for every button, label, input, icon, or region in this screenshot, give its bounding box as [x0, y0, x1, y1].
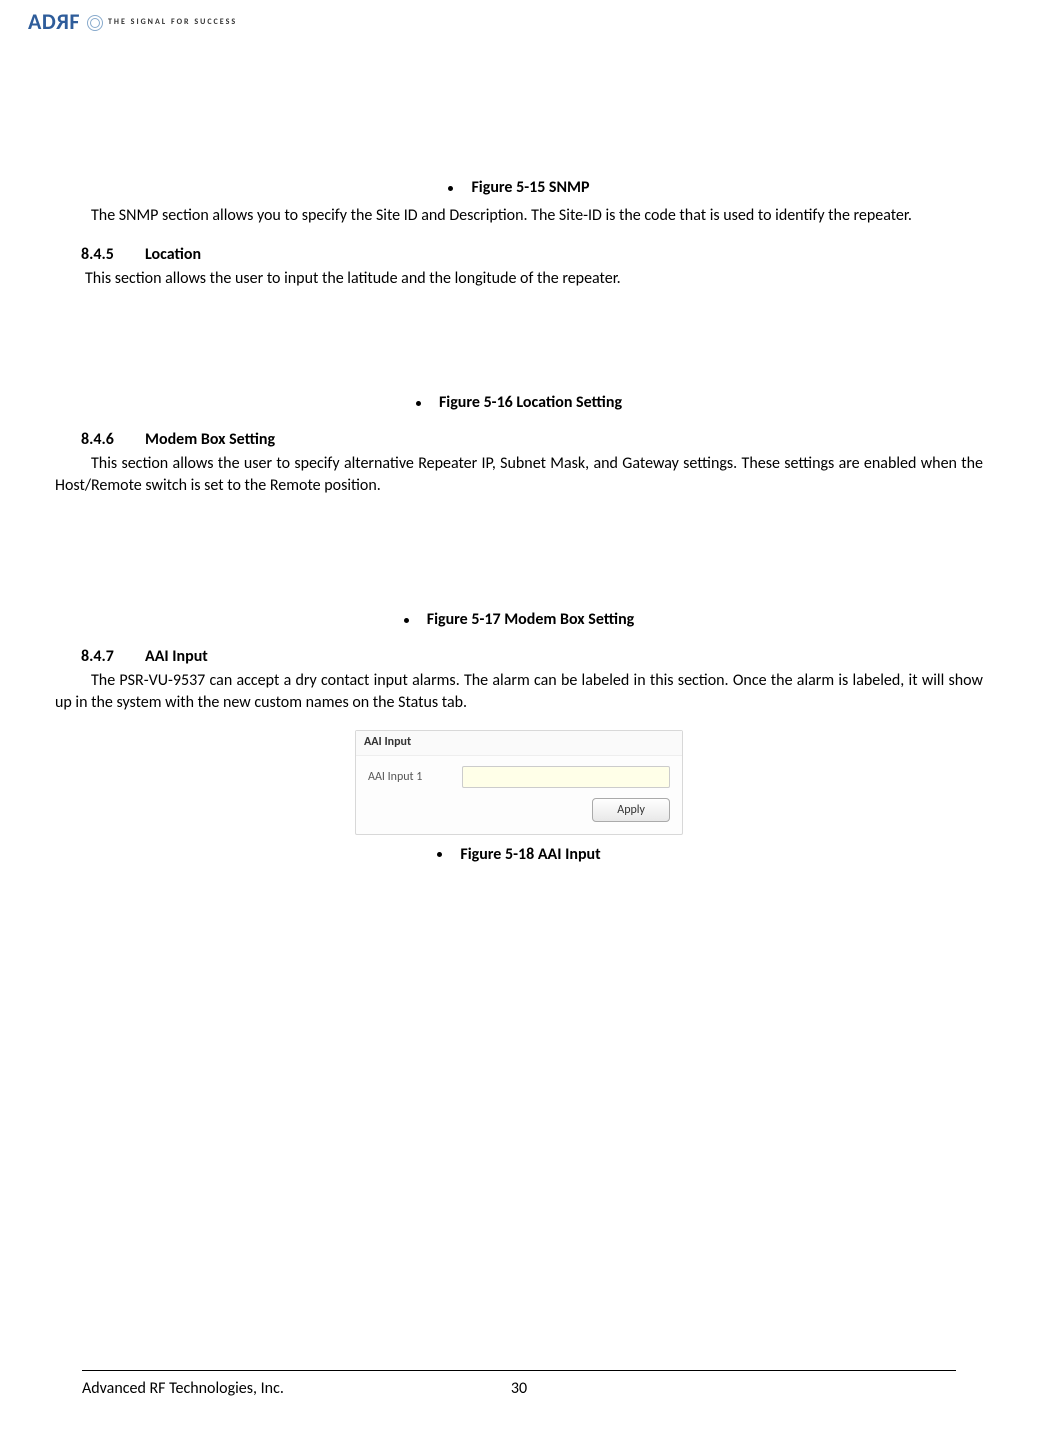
- section-8-4-6-text: This section allows the user to specify …: [55, 453, 983, 496]
- figure-5-15-text: Figure 5-15 SNMP: [471, 178, 589, 197]
- aai-input-panel: AAI Input AAI Input 1 Apply: [355, 730, 683, 835]
- figure-5-18-text: Figure 5-18 AAI Input: [460, 845, 600, 864]
- section-8-4-6-heading: 8.4.6Modem Box Setting: [81, 430, 983, 449]
- signal-icon: [86, 14, 102, 30]
- section-8-4-5-title: Location: [145, 245, 201, 264]
- aai-field-label: AAI Input 1: [368, 770, 422, 784]
- spacer: [55, 305, 983, 385]
- apply-button[interactable]: Apply: [592, 798, 670, 822]
- page-footer: Advanced RF Technologies, Inc. 30: [82, 1370, 956, 1398]
- section-8-4-7-title: AAI Input: [145, 647, 208, 666]
- section-8-4-6-title: Modem Box Setting: [145, 430, 275, 449]
- spacer: [55, 512, 983, 602]
- bullet-icon: [448, 186, 453, 191]
- bullet-icon: [437, 852, 442, 857]
- section-8-4-5-num: 8.4.5: [81, 245, 145, 264]
- snmp-paragraph: The SNMP section allows you to specify t…: [55, 205, 983, 227]
- section-8-4-7-heading: 8.4.7AAI Input: [81, 647, 983, 666]
- section-8-4-7-num: 8.4.7: [81, 647, 145, 666]
- figure-5-16-caption: Figure 5-16 Location Setting: [55, 393, 983, 412]
- figure-5-17-caption: Figure 5-17 Modem Box Setting: [55, 610, 983, 629]
- section-8-4-5-heading: 8.4.5Location: [81, 245, 983, 264]
- section-8-4-5-text: This section allows the user to input th…: [85, 268, 983, 290]
- page-content: Figure 5-15 SNMP The SNMP section allows…: [55, 170, 983, 872]
- header-logo: ADЯF THE SIGNAL FOR SUCCESS: [28, 8, 237, 35]
- logo-brand: ADЯF: [28, 8, 80, 35]
- figure-5-16-text: Figure 5-16 Location Setting: [439, 393, 622, 412]
- bullet-icon: [416, 401, 421, 406]
- aai-panel-title: AAI Input: [356, 731, 682, 756]
- logo-tagline: THE SIGNAL FOR SUCCESS: [108, 17, 237, 27]
- aai-button-row: Apply: [356, 794, 682, 828]
- aai-row: AAI Input 1: [356, 756, 682, 794]
- logo-left: AD: [28, 8, 56, 35]
- bullet-icon: [404, 618, 409, 623]
- logo-right: ЯF: [56, 8, 80, 35]
- figure-5-18-caption: Figure 5-18 AAI Input: [55, 845, 983, 864]
- aai-input-1-field[interactable]: [462, 766, 670, 788]
- figure-5-15-caption: Figure 5-15 SNMP: [55, 178, 983, 197]
- figure-5-17-text: Figure 5-17 Modem Box Setting: [427, 610, 635, 629]
- section-8-4-7-text: The PSR-VU-9537 can accept a dry contact…: [55, 670, 983, 713]
- section-8-4-6-num: 8.4.6: [81, 430, 145, 449]
- footer-page-number: 30: [511, 1379, 527, 1398]
